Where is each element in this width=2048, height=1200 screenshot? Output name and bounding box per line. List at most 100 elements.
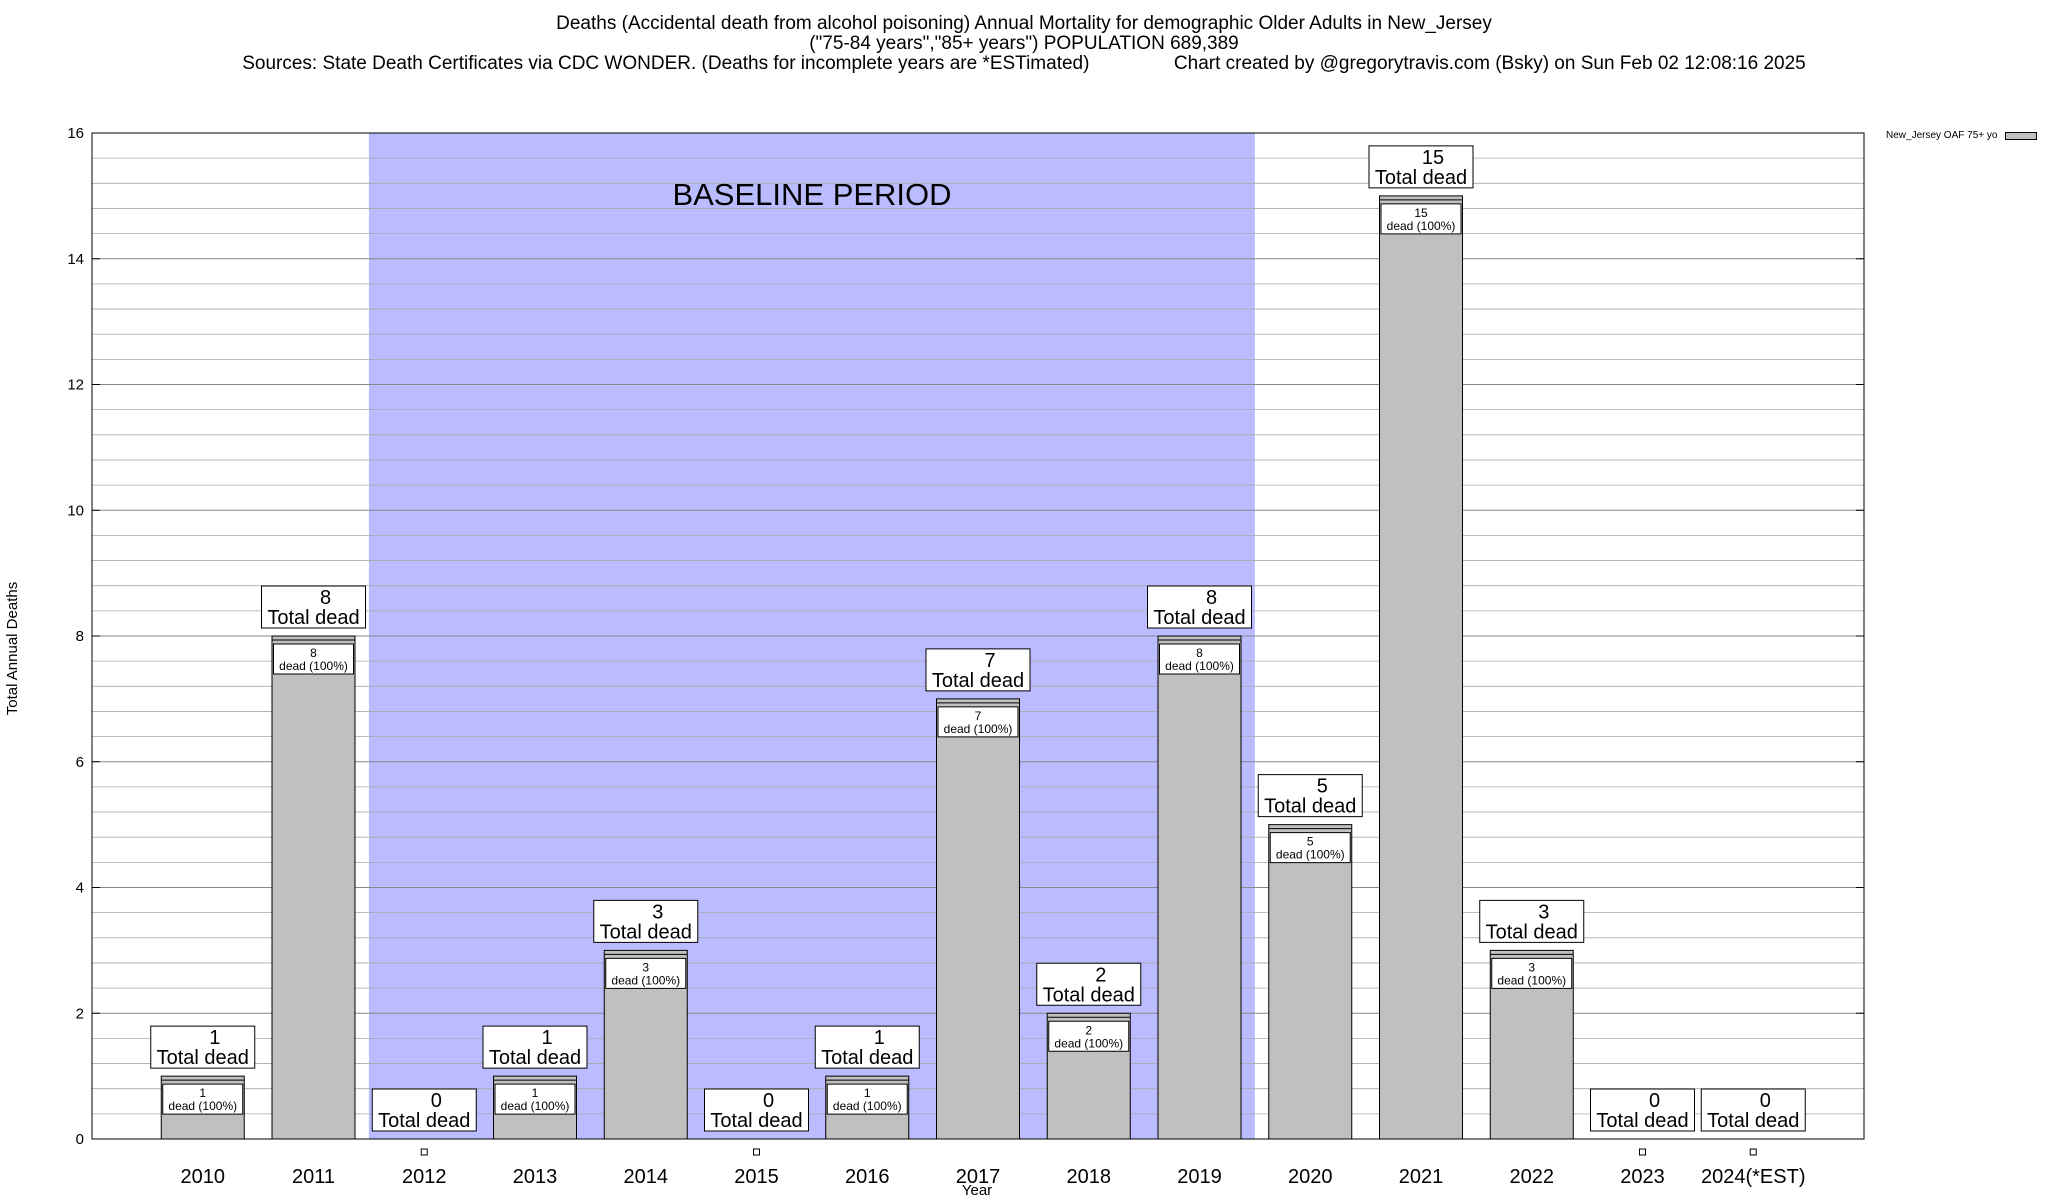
- y-tick-label: 4: [76, 880, 84, 897]
- total-label-text: Total dead: [378, 1110, 470, 1132]
- x-tick-label: 2013: [513, 1166, 558, 1188]
- y-tick-label: 16: [67, 125, 84, 142]
- x-axis-label: Year: [961, 1182, 993, 1199]
- total-label-text: Total dead: [489, 1047, 581, 1069]
- inner-label-count: 1: [864, 1086, 871, 1100]
- zero-marker: [420, 1148, 428, 1156]
- total-label-count: 8: [320, 587, 331, 609]
- y-tick-label: 0: [76, 1131, 84, 1148]
- x-tick-label: 2011: [292, 1166, 335, 1188]
- x-tick-label: 2017: [956, 1166, 1001, 1188]
- inner-label-count: 8: [310, 646, 317, 660]
- x-tick-label: 2024(*EST): [1701, 1166, 1806, 1188]
- x-tick-label: 2015: [734, 1166, 779, 1188]
- chart-sources-line: Sources: State Death Certificates via CD…: [0, 54, 2048, 74]
- y-tick-label: 10: [67, 502, 84, 519]
- inner-label-text: dead (100%): [1387, 219, 1456, 233]
- total-label-count: 7: [984, 650, 995, 672]
- y-tick-label: 8: [76, 628, 84, 645]
- total-label-text: Total dead: [821, 1047, 913, 1069]
- total-label-count: 15: [1422, 147, 1444, 169]
- total-label-text: Total dead: [600, 921, 692, 943]
- x-tick-label: 2010: [181, 1166, 226, 1188]
- inner-label-text: dead (100%): [944, 722, 1013, 736]
- total-label-count: 8: [1206, 587, 1217, 609]
- credit-text: Chart created by @gregorytravis.com (Bsk…: [1173, 53, 1806, 74]
- y-axis-label: Total Annual Deaths: [4, 581, 22, 716]
- inner-label-text: dead (100%): [501, 1099, 570, 1113]
- bar: [936, 698, 1020, 1140]
- inner-label-count: 5: [1307, 835, 1314, 849]
- x-tick-label: 2018: [1067, 1166, 1112, 1188]
- y-tick-label: 6: [76, 754, 84, 771]
- total-label-count: 0: [763, 1090, 774, 1112]
- zero-marker: [753, 1148, 760, 1156]
- inner-label-count: 3: [642, 960, 649, 974]
- inner-label-text: dead (100%): [168, 1099, 237, 1113]
- inner-label-text: dead (100%): [1497, 973, 1566, 987]
- y-tick-label: 2: [76, 1005, 84, 1022]
- total-label-count: 2: [1095, 964, 1106, 986]
- zero-marker: [1639, 1148, 1646, 1156]
- total-label-text: Total dead: [1707, 1110, 1799, 1132]
- total-label-count: 5: [1317, 776, 1328, 798]
- total-label-count: 1: [209, 1027, 220, 1049]
- x-tick-label: 2021: [1399, 1166, 1444, 1188]
- total-label-text: Total dead: [932, 670, 1024, 692]
- total-label-text: Total dead: [267, 607, 359, 629]
- inner-label-count: 7: [975, 709, 982, 723]
- total-label-text: Total dead: [1486, 921, 1578, 943]
- x-tick-label: 2023: [1620, 1166, 1665, 1188]
- chart-title: Deaths (Accidental death from alcohol po…: [556, 13, 1492, 34]
- total-label-count: 0: [1760, 1090, 1771, 1112]
- inner-label-text: dead (100%): [611, 973, 680, 987]
- total-label-text: Total dead: [1043, 984, 1135, 1006]
- total-label-count: 3: [1538, 901, 1549, 923]
- y-tick-label: 14: [67, 251, 84, 268]
- x-tick-label: 2012: [402, 1166, 447, 1188]
- legend-swatch: [2005, 131, 2038, 140]
- x-tick-label: 2014: [624, 1166, 669, 1188]
- inner-label-count: 1: [199, 1086, 206, 1100]
- inner-label-count: 15: [1414, 206, 1428, 220]
- x-tick-label: 2020: [1288, 1166, 1333, 1188]
- inner-label-count: 8: [1196, 646, 1203, 660]
- chart-subtitle: ("75-84 years","85+ years") POPULATION 6…: [809, 33, 1239, 54]
- total-label-text: Total dead: [1264, 796, 1356, 818]
- total-label-count: 3: [652, 901, 663, 923]
- total-label-count: 1: [874, 1027, 885, 1049]
- total-label-text: Total dead: [1375, 167, 1467, 189]
- total-label-text: Total dead: [1153, 607, 1245, 629]
- legend: New_Jersey OAF 75+ yo: [1886, 130, 2038, 141]
- total-label-text: Total dead: [157, 1047, 249, 1069]
- x-tick-label: 2022: [1510, 1166, 1555, 1188]
- x-tick-label: 2019: [1177, 1166, 1222, 1188]
- inner-label-text: dead (100%): [1054, 1036, 1123, 1050]
- inner-label-text: dead (100%): [1165, 659, 1234, 673]
- inner-label-count: 2: [1085, 1023, 1092, 1037]
- inner-label-count: 1: [532, 1086, 539, 1100]
- legend-label: New_Jersey OAF 75+ yo: [1886, 130, 1998, 141]
- bar: [1268, 824, 1353, 1140]
